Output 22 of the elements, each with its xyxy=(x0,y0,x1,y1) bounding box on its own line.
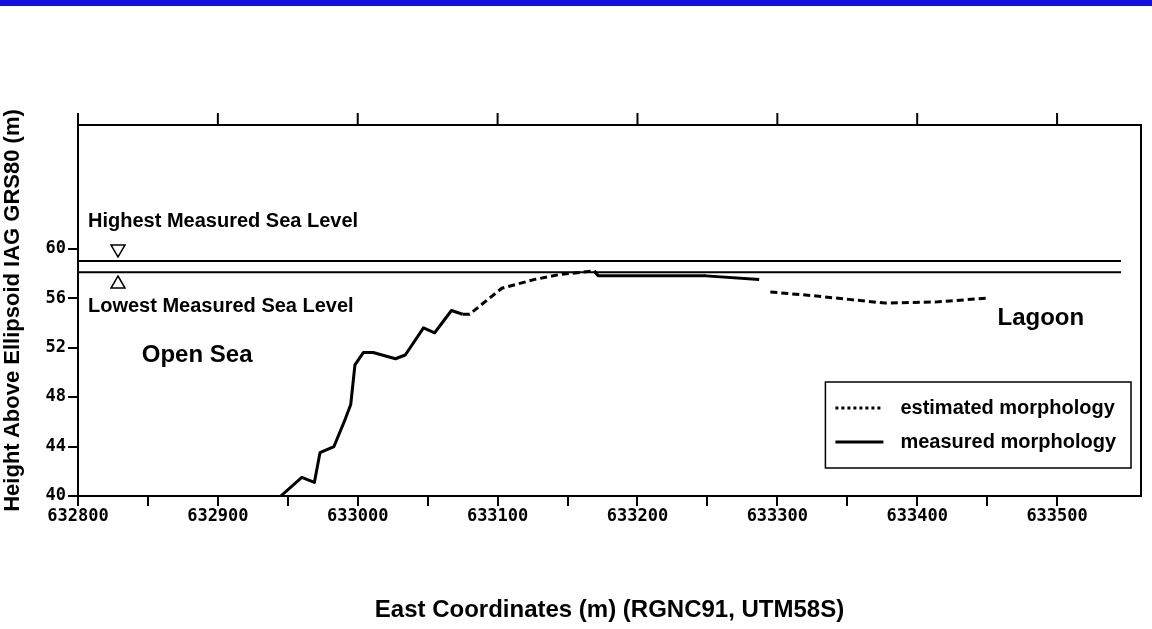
y-tick-label: 52 xyxy=(45,336,66,357)
x-tick-label: 632800 xyxy=(47,504,109,525)
x-tick-label: 633500 xyxy=(1026,504,1088,525)
y-tick-label: 40 xyxy=(45,484,66,505)
x-tick-label: 632900 xyxy=(187,504,249,525)
annotation: Open Sea xyxy=(141,339,254,367)
annotation: Lagoon xyxy=(997,302,1085,330)
x-tick-label: 633400 xyxy=(886,504,948,525)
y-tick-label: 56 xyxy=(45,286,66,307)
y-tick-label: 60 xyxy=(45,237,66,258)
ref-line-label: Lowest Measured Sea Level xyxy=(88,293,354,316)
x-axis-title: East Coordinates (m) (RGNC91, UTM58S) xyxy=(374,595,845,623)
y-axis-title: Height Above Ellipsoid IAG GRS80 (m) xyxy=(0,109,25,512)
x-tick-label: 633200 xyxy=(606,504,669,525)
y-tick-label: 44 xyxy=(45,434,66,455)
legend-label: measured morphology xyxy=(900,429,1117,452)
y-tick-label: 48 xyxy=(45,385,66,406)
x-tick-label: 633000 xyxy=(327,504,389,525)
x-tick-label: 633300 xyxy=(746,504,809,525)
legend-label: estimated morphology xyxy=(900,395,1116,418)
ref-line-label: Highest Measured Sea Level xyxy=(88,208,359,231)
x-tick-label: 633100 xyxy=(466,504,529,525)
